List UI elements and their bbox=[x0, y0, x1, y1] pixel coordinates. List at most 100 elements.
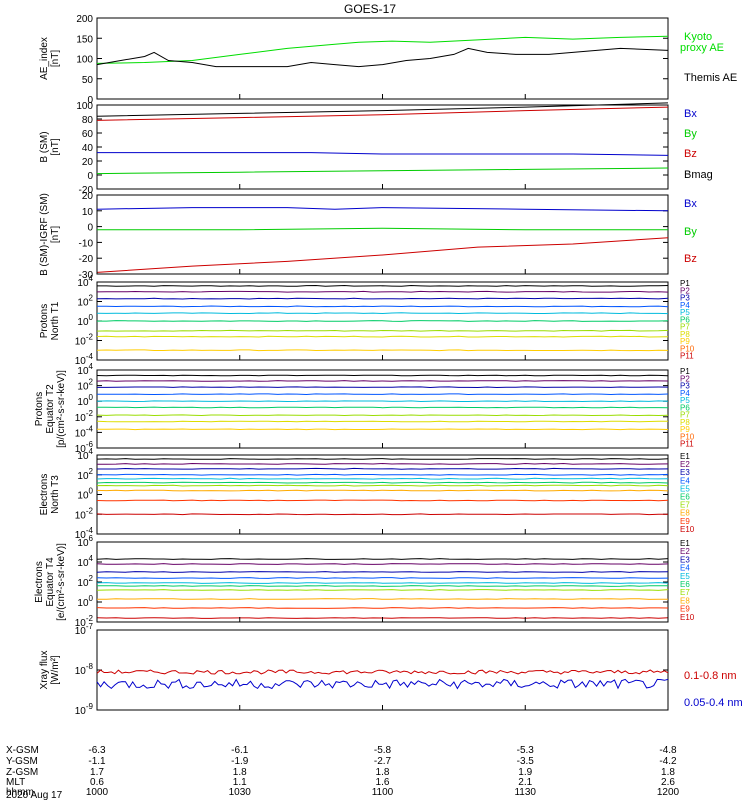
legend-p3: P3 bbox=[680, 294, 690, 303]
x-row-label: MLT bbox=[6, 777, 25, 788]
y-tick-label: 102 bbox=[77, 378, 93, 393]
series-line-P4 bbox=[97, 305, 669, 308]
x-tick-value: 1.9 bbox=[518, 767, 532, 778]
legend-p5: P5 bbox=[680, 308, 690, 317]
legend-bx: Bx bbox=[684, 108, 697, 120]
legend-e3: E3 bbox=[680, 468, 690, 477]
y-tick-label: 0 bbox=[87, 95, 93, 106]
y-axis-title: [W/m²] bbox=[50, 655, 61, 685]
y-tick-label: -30 bbox=[79, 270, 94, 281]
series-line-P8 bbox=[96, 335, 669, 338]
y-tick-label: 100 bbox=[77, 393, 93, 408]
x-tick-value: -2.7 bbox=[374, 756, 392, 767]
y-axis-title: [nT] bbox=[50, 50, 61, 67]
y-tick-exponent: -2 bbox=[86, 333, 94, 342]
y-tick-exponent: -6 bbox=[86, 440, 94, 449]
series-line-E5 bbox=[96, 477, 669, 480]
legend-p11: P11 bbox=[680, 440, 694, 449]
y-tick-exponent: 2 bbox=[89, 378, 94, 387]
x-tick-value: 1.6 bbox=[376, 777, 390, 788]
chart-title: GOES-17 bbox=[344, 2, 396, 16]
y-tick-exponent: 0 bbox=[89, 594, 94, 603]
series-line-P3 bbox=[96, 297, 669, 300]
series-line-E4 bbox=[96, 473, 669, 476]
legend-e8: E8 bbox=[680, 596, 690, 605]
y-axis-title: Protons bbox=[34, 392, 45, 426]
y-tick-label: 100 bbox=[76, 55, 93, 66]
y-tick-label: 200 bbox=[76, 14, 93, 25]
legend-e2: E2 bbox=[680, 547, 690, 556]
legend-e7: E7 bbox=[680, 588, 690, 597]
legend-p7: P7 bbox=[680, 411, 690, 420]
y-tick-label: 102 bbox=[77, 574, 93, 589]
x-tick-value: 1200 bbox=[657, 787, 680, 798]
y-tick-exponent: -2 bbox=[86, 409, 94, 418]
legend-p10: P10 bbox=[680, 344, 695, 353]
legend-themis-ae: Themis AE bbox=[684, 72, 737, 84]
legend-p5: P5 bbox=[680, 396, 690, 405]
y-tick-label: 50 bbox=[82, 75, 94, 86]
series-line-E6 bbox=[96, 481, 669, 484]
y-tick-label: 40 bbox=[82, 143, 94, 154]
legend-p1: P1 bbox=[680, 367, 690, 376]
y-axis-title: AE_index bbox=[39, 37, 50, 80]
y-tick-label: 10-2 bbox=[75, 333, 94, 348]
legend-p6: P6 bbox=[680, 315, 690, 324]
legend-by: By bbox=[684, 226, 697, 238]
y-tick-exponent: -4 bbox=[86, 352, 94, 361]
y-axis-title: B (SM)-IGRF (SM) bbox=[39, 193, 50, 276]
y-tick-label: 10-2 bbox=[75, 506, 94, 521]
y-tick-exponent: 4 bbox=[89, 274, 94, 283]
legend-p3: P3 bbox=[680, 382, 690, 391]
x-row-label: hhmm bbox=[6, 787, 34, 798]
series-line-Bx bbox=[96, 207, 669, 212]
y-tick-exponent: 6 bbox=[89, 534, 94, 543]
series-line-E7 bbox=[96, 484, 669, 487]
series-line-P1 bbox=[96, 374, 669, 377]
legend-p6: P6 bbox=[680, 403, 690, 412]
legend-e10: E10 bbox=[680, 613, 695, 622]
y-tick-label: 10-9 bbox=[75, 702, 94, 717]
y-tick-exponent: -7 bbox=[86, 622, 94, 631]
series-line-P9 bbox=[96, 349, 669, 352]
y-tick-exponent: 0 bbox=[89, 313, 94, 322]
legend-p7: P7 bbox=[680, 323, 690, 332]
series-line-P3 bbox=[97, 386, 669, 389]
series-line-Bx bbox=[97, 152, 669, 156]
y-tick-label: 100 bbox=[77, 594, 93, 609]
x-tick-value: -6.1 bbox=[231, 745, 249, 756]
y-tick-label: 10-8 bbox=[75, 662, 94, 677]
y-tick-label: 20 bbox=[82, 157, 94, 168]
y-tick-exponent: 0 bbox=[89, 487, 94, 496]
legend-p1: P1 bbox=[680, 279, 690, 288]
y-tick-exponent: -8 bbox=[86, 662, 94, 671]
x-tick-value: -3.5 bbox=[517, 756, 535, 767]
series-line-E8 bbox=[96, 489, 669, 492]
y-tick-label: 10 bbox=[82, 207, 94, 218]
panel-frame-b_igrf bbox=[96, 194, 669, 275]
series-line-Themis-AE bbox=[96, 47, 669, 68]
series-line-P7 bbox=[96, 414, 669, 417]
x-tick-value: 1.1 bbox=[233, 777, 247, 788]
x-tick-value: 1.8 bbox=[233, 767, 247, 778]
y-axis-title: [nT] bbox=[50, 138, 61, 155]
series-line-E1 bbox=[96, 558, 669, 560]
legend-e5: E5 bbox=[680, 572, 690, 581]
legend-p8: P8 bbox=[680, 330, 690, 339]
series-line-P9 bbox=[96, 428, 669, 431]
series-line-P6 bbox=[97, 320, 669, 322]
legend-bz: Bz bbox=[684, 148, 697, 160]
series-line-P8 bbox=[96, 420, 669, 423]
series-line-Bz bbox=[96, 106, 669, 121]
legend-by: By bbox=[684, 128, 697, 140]
series-line-E9 bbox=[96, 499, 669, 502]
y-tick-label: 10-2 bbox=[75, 409, 94, 424]
legend-p11: P11 bbox=[680, 352, 694, 361]
date-label: 2020 Aug 17 bbox=[6, 790, 63, 800]
y-tick-label: 80 bbox=[82, 115, 94, 126]
y-tick-exponent: 4 bbox=[89, 447, 94, 456]
x-tick-value: 1130 bbox=[514, 787, 536, 798]
y-tick-label: 102 bbox=[77, 294, 93, 309]
y-tick-exponent: 2 bbox=[89, 294, 94, 303]
